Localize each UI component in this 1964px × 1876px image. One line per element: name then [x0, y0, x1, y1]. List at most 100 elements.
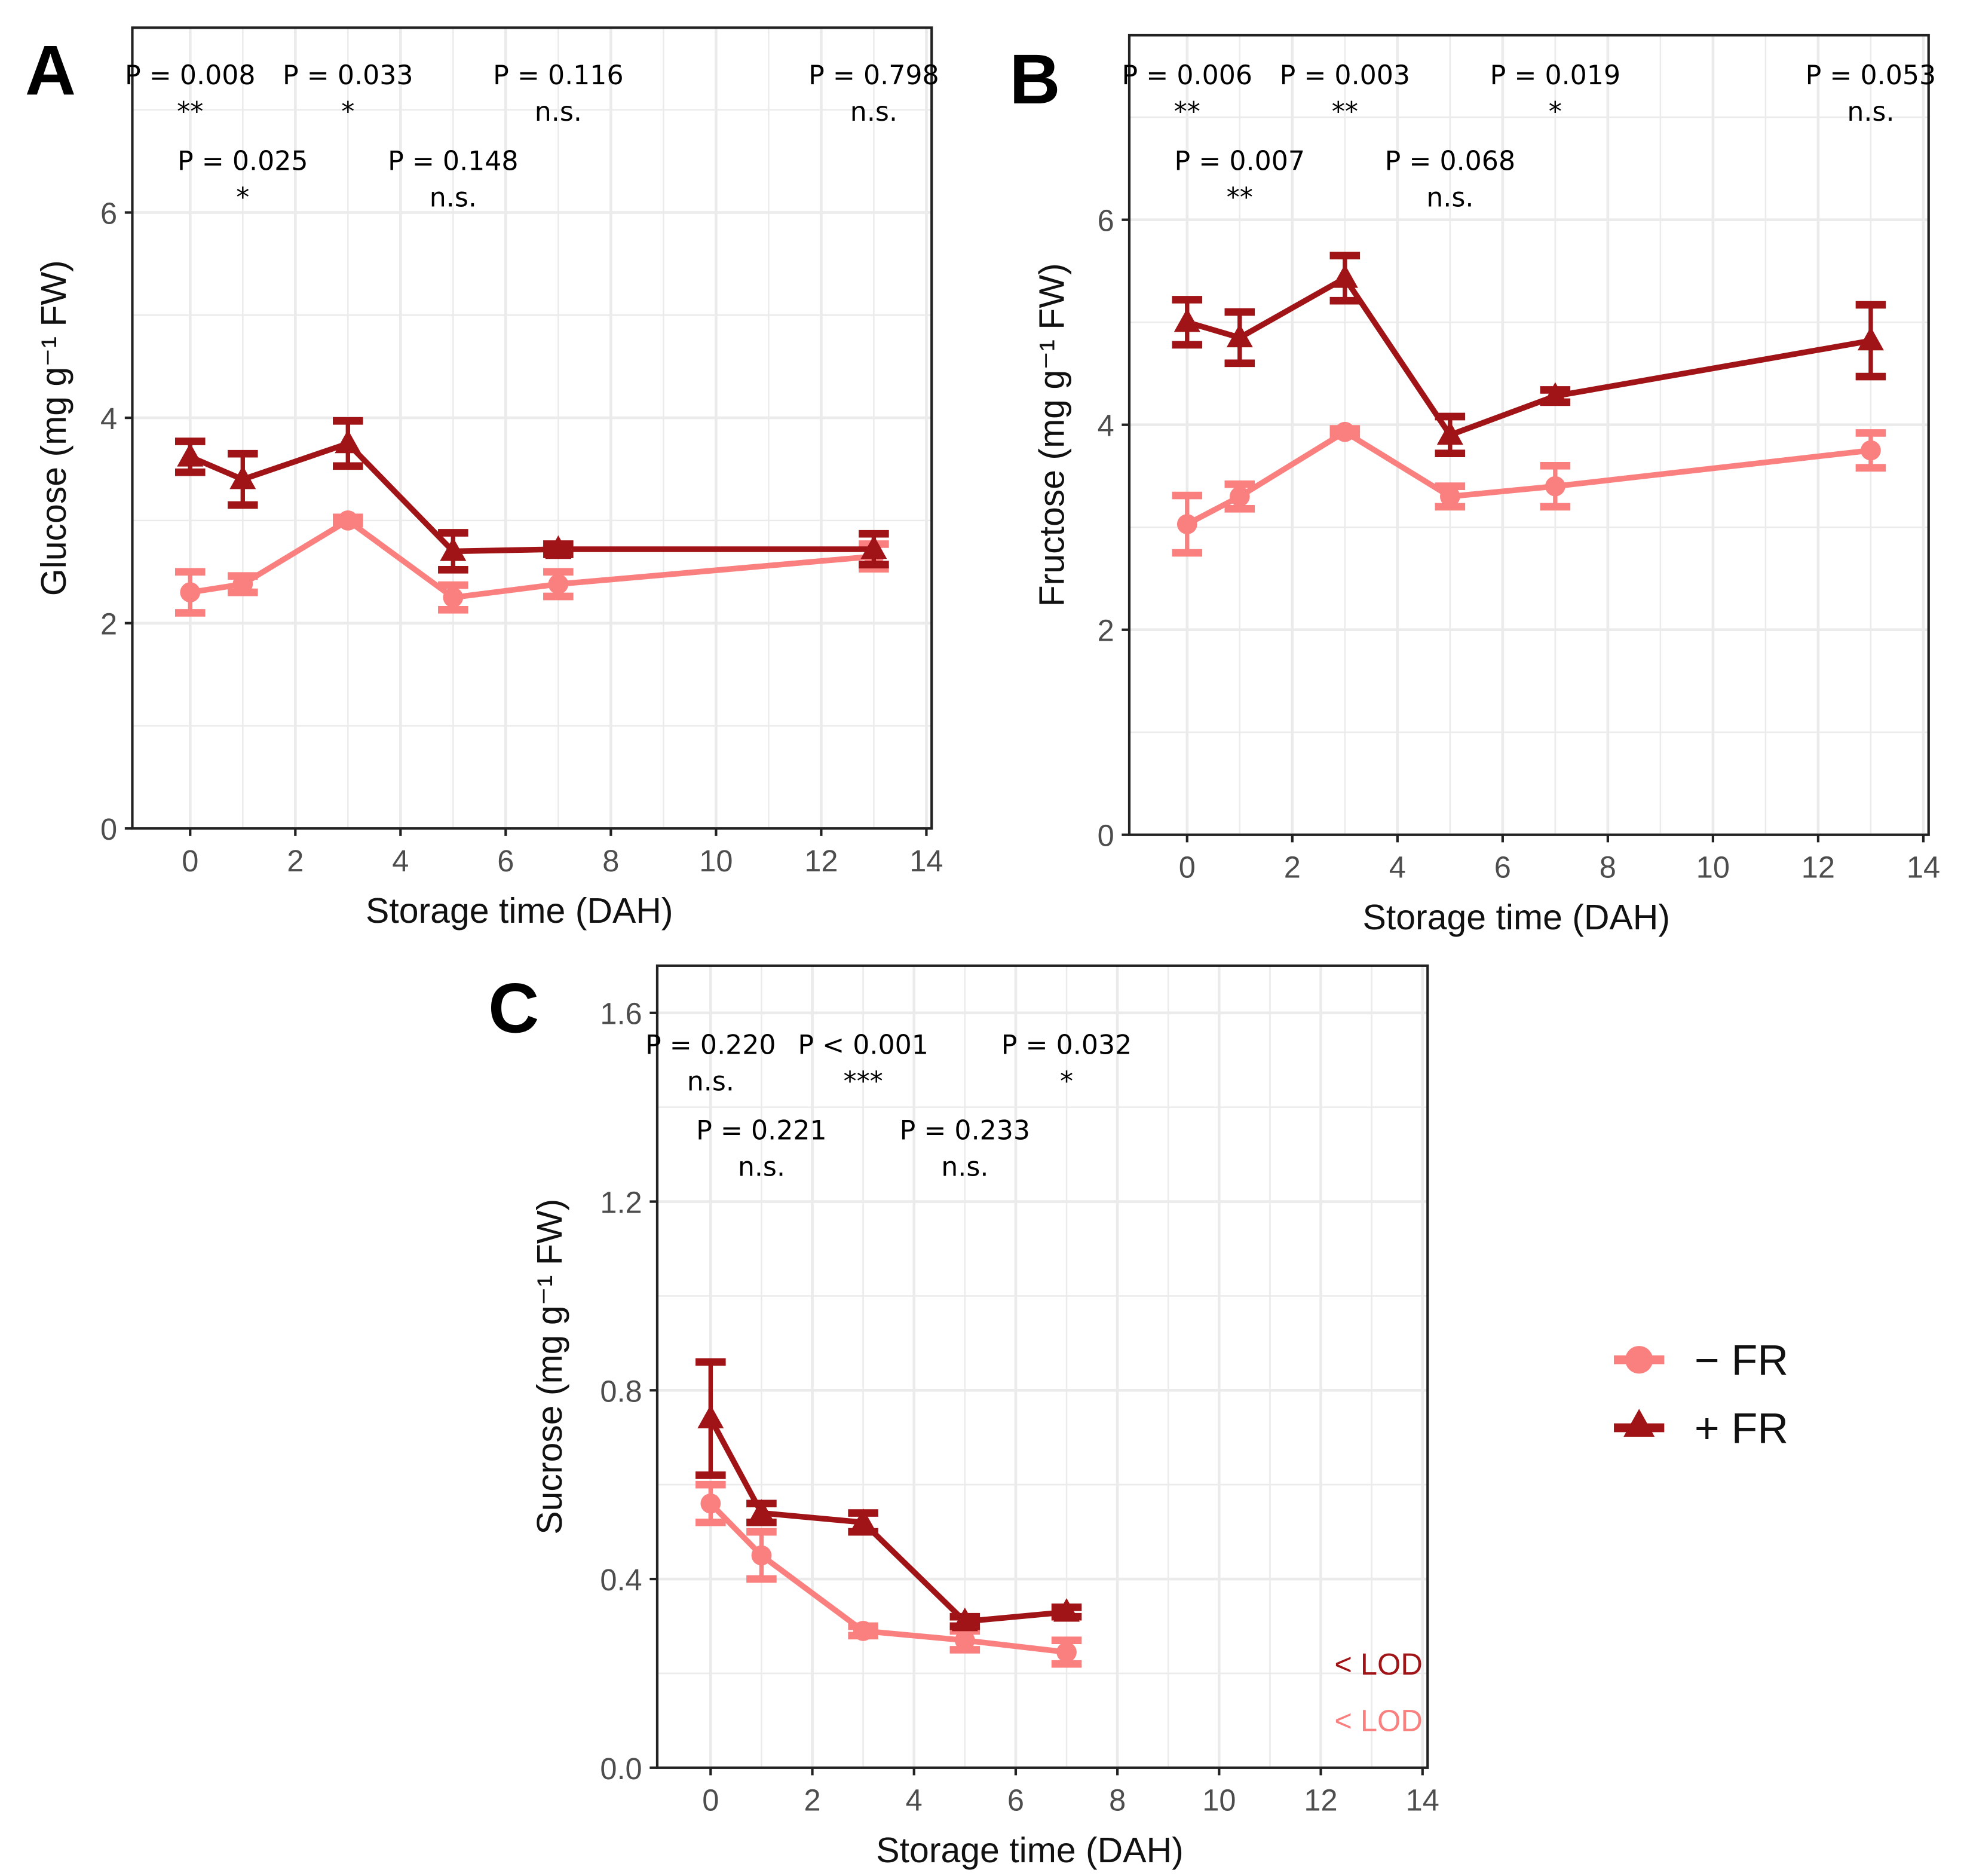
p-value-label: P = 0.008 [125, 60, 256, 91]
significance-label: * [1060, 1066, 1073, 1097]
plot-border [1127, 33, 1930, 836]
x-tick-label: 10 [699, 844, 733, 878]
data-point-circle [751, 1545, 772, 1566]
significance-label: * [1549, 97, 1562, 127]
p-value-label: P = 0.053 [1806, 60, 1937, 91]
p-value-label: P = 0.033 [283, 60, 413, 91]
data-point-triangle [697, 1404, 724, 1428]
panel-B: 0 2 4 6 8 10 12 14 0 2 4 6 Storage time (DAH) Fructos… [1009, 33, 1940, 937]
legend-label: − FR [1695, 1337, 1788, 1385]
y-tick-label: 0.4 [600, 1563, 642, 1597]
y-tick-label: 4 [1098, 409, 1114, 443]
x-tick-label: 14 [909, 844, 943, 878]
x-tick-label: 8 [1600, 850, 1616, 884]
data-point-circle [1176, 514, 1197, 534]
significance-label: n.s. [1426, 183, 1473, 213]
significance-label: ** [1174, 97, 1200, 127]
y-tick-label: 1.2 [600, 1186, 642, 1220]
p-value-label: P = 0.007 [1175, 146, 1306, 176]
y-axis-label: Glucose (mg g⁻¹ FW) [35, 260, 73, 596]
y-axis-label: Fructose (mg g⁻¹ FW) [1032, 263, 1071, 607]
x-tick-label: 12 [804, 844, 838, 878]
p-value-label: P = 0.003 [1280, 60, 1411, 91]
x-tick-label: 6 [1007, 1783, 1024, 1817]
significance-label: ** [1227, 183, 1253, 213]
significance-label: n.s. [850, 97, 897, 127]
p-value-label: P = 0.148 [388, 146, 519, 176]
x-tick-label: 6 [497, 844, 514, 878]
x-axis-label: Storage time (DAH) [1363, 898, 1670, 937]
y-tick-label: 1.6 [600, 997, 642, 1031]
x-tick-label: 14 [1406, 1783, 1439, 1817]
data-point-circle [232, 574, 253, 595]
data-point-circle [700, 1493, 721, 1514]
data-point-circle [443, 587, 464, 608]
data-point-circle [1056, 1642, 1077, 1663]
panel-letter: C [488, 969, 539, 1048]
data-point-triangle [177, 443, 204, 467]
series-line [1185, 429, 1871, 527]
data-point-circle [1334, 421, 1355, 442]
series-minus_fr [175, 510, 889, 617]
p-value-label: P = 0.019 [1490, 60, 1621, 91]
y-tick-label: 2 [100, 607, 117, 641]
x-tick-label: 10 [1202, 1783, 1236, 1817]
x-tick-label: 2 [804, 1783, 820, 1817]
data-point-circle [548, 574, 569, 595]
plot-border [655, 964, 1429, 1769]
data-point-triangle [1542, 382, 1568, 406]
data-point-triangle [335, 429, 361, 454]
data-point-triangle [951, 1607, 978, 1632]
significance-label: * [236, 183, 249, 213]
x-tick-label: 8 [602, 844, 619, 878]
x-tick-label: 12 [1801, 850, 1835, 884]
y-tick-label: 6 [1098, 204, 1114, 238]
series-plus_fr [695, 1358, 1082, 1632]
p-value-label: P = 0.233 [900, 1116, 1031, 1146]
x-tick-label: 4 [906, 1783, 923, 1817]
data-point-triangle [748, 1499, 775, 1523]
significance-label: n.s. [1847, 97, 1894, 127]
data-point-triangle [1331, 264, 1358, 288]
x-tick-label: 10 [1696, 850, 1730, 884]
data-point-triangle [545, 535, 572, 559]
x-axis-label: Storage time (DAH) [876, 1831, 1183, 1870]
data-point-circle [1861, 440, 1881, 461]
significance-label: n.s. [941, 1152, 988, 1183]
legend-circle-icon [1625, 1346, 1653, 1374]
significance-label: *** [843, 1066, 883, 1097]
data-point-triangle [860, 535, 887, 559]
series-minus_fr [1172, 421, 1886, 557]
p-value-label: P = 0.116 [493, 60, 624, 91]
significance-label: ** [177, 97, 203, 127]
series-plus_fr [175, 417, 889, 574]
x-tick-label: 6 [1494, 850, 1511, 884]
significance-label: n.s. [430, 183, 477, 213]
lod-note: < LOD [1334, 1647, 1422, 1681]
y-axis-label: Sucrose (mg g⁻¹ FW) [531, 1199, 569, 1535]
data-point-triangle [1053, 1598, 1080, 1622]
x-tick-label: 14 [1907, 850, 1940, 884]
series-line [1186, 275, 1871, 438]
series-line [189, 518, 874, 601]
series-minus_fr [695, 1480, 1082, 1668]
data-point-triangle [1174, 308, 1200, 332]
x-tick-label: 2 [1284, 850, 1301, 884]
legend-triangle-icon [1623, 1409, 1655, 1437]
data-point-circle [180, 582, 201, 602]
data-point-triangle [440, 537, 467, 561]
significance-label: * [341, 97, 354, 127]
data-point-circle [954, 1630, 975, 1651]
significance-label: ** [1332, 97, 1358, 127]
y-tick-label: 4 [100, 402, 117, 436]
y-tick-label: 0.8 [600, 1374, 642, 1408]
p-value-label: P = 0.068 [1385, 146, 1516, 176]
p-value-label: P = 0.220 [645, 1030, 776, 1060]
series-line [189, 440, 874, 555]
p-value-label: P = 0.798 [808, 60, 939, 91]
legend-label: + FR [1695, 1404, 1788, 1452]
y-tick-label: 2 [1098, 614, 1114, 648]
lod-note: < LOD [1334, 1704, 1422, 1738]
x-tick-label: 4 [392, 844, 409, 878]
